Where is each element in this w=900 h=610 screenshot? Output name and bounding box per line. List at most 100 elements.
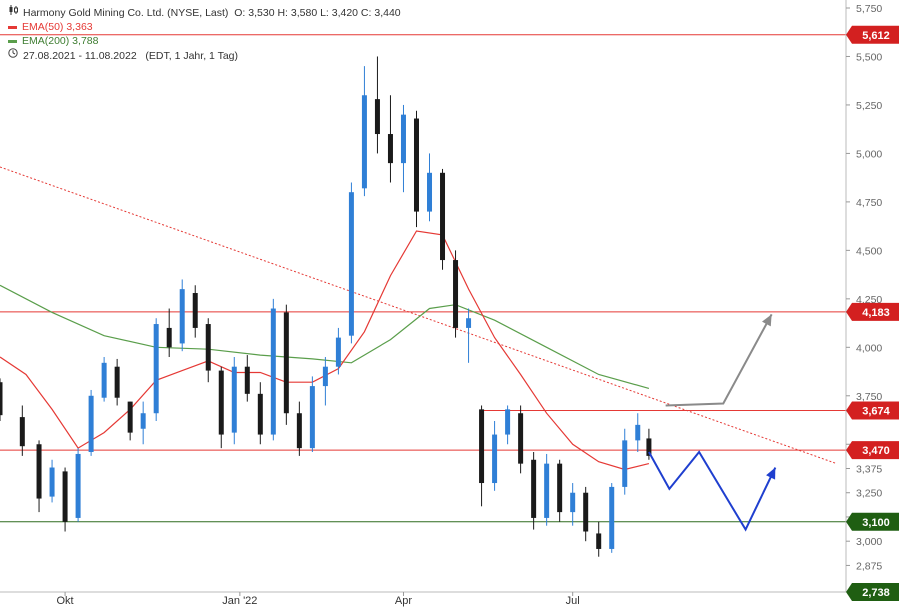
candle-body: [413, 118, 419, 212]
candle-body: [257, 393, 263, 435]
candle-body: [374, 99, 380, 135]
scenario-up-arrow-head: [761, 314, 772, 327]
candle-body: [557, 463, 563, 513]
chart-legend: Harmony Gold Mining Co. Ltd. (NYSE, Last…: [8, 5, 401, 63]
candle-body: [140, 413, 146, 429]
legend-ema200-row[interactable]: EMA(200) 3,788: [8, 34, 401, 48]
candle-body: [387, 134, 393, 164]
x-tick-label: Apr: [395, 595, 412, 607]
candle-body: [596, 533, 602, 549]
price-tag-box: [846, 302, 899, 321]
candlestick-icon: [8, 5, 18, 20]
candle-body: [583, 492, 589, 532]
price-tag: 3,470: [846, 441, 899, 460]
price-axis: 2,8753,0003,1253,2503,3753,5003,7504,000…: [845, 0, 899, 601]
candle-body: [361, 95, 367, 189]
price-tag-label: 4,183: [862, 307, 890, 319]
y-tick-label: 4,000: [856, 342, 882, 354]
x-tick-label: Okt: [57, 595, 74, 607]
candle-body: [453, 260, 459, 328]
candle-body: [218, 370, 224, 435]
ema200-label: EMA(200) 3,788: [22, 35, 99, 47]
clock-icon: [8, 48, 18, 63]
candle-body: [400, 114, 406, 164]
candle-body: [153, 324, 159, 414]
candle-body: [492, 434, 498, 484]
price-tag: 4,183: [846, 302, 899, 321]
y-tick-label: 3,750: [856, 391, 882, 403]
legend-instrument-row: Harmony Gold Mining Co. Ltd. (NYSE, Last…: [8, 5, 401, 20]
y-tick-label: 5,250: [856, 100, 882, 112]
price-tag-box: [846, 512, 899, 531]
price-tag-label: 3,674: [862, 406, 890, 418]
scenario-up-arrow: [665, 313, 773, 407]
candle-body: [544, 463, 550, 518]
legend-period-row: 27.08.2021 - 11.08.2022 (EDT, 1 Jahr, 1 …: [8, 48, 401, 63]
ema200-swatch: [8, 39, 17, 43]
candle-body: [622, 440, 628, 487]
candle-body: [62, 471, 68, 522]
candle-body: [205, 324, 211, 371]
y-tick-label: 4,750: [856, 197, 882, 209]
candle-body: [127, 401, 133, 433]
candle-body: [479, 409, 485, 484]
period-info: (EDT, 1 Jahr, 1 Tag): [145, 49, 239, 62]
candle-body: [335, 337, 341, 367]
ema-layer: [0, 230, 650, 471]
candle-body: [179, 289, 185, 344]
price-tag-label: 5,612: [862, 30, 890, 42]
y-tick-label: 2,875: [856, 560, 882, 572]
ema200-line: [0, 284, 650, 389]
candle-body: [348, 192, 354, 336]
scenario-layer: [648, 313, 777, 532]
candle-body: [609, 486, 615, 549]
period-range: 27.08.2021 - 11.08.2022: [23, 49, 137, 62]
candle-body: [270, 308, 276, 435]
y-tick-label: 3,000: [856, 536, 882, 548]
ema50-swatch: [8, 25, 17, 29]
y-tick-label: 5,750: [856, 3, 882, 15]
y-tick-label: 5,000: [856, 148, 882, 160]
price-tag-box: [846, 25, 899, 44]
candle-body: [505, 409, 511, 435]
candle-body: [49, 467, 55, 497]
level-lines-layer: [0, 34, 846, 523]
candle-body: [531, 459, 537, 518]
candle-body: [75, 453, 81, 518]
candle-body: [166, 327, 172, 348]
candle-body: [192, 293, 198, 328]
price-tag-box: [846, 583, 899, 601]
candle-body: [322, 366, 328, 387]
price-tag-label: 3,470: [862, 445, 890, 457]
price-tag-box: [846, 401, 899, 420]
y-tick-label: 5,500: [856, 51, 882, 63]
price-tag-label: 3,100: [862, 517, 890, 529]
ohlc-values: O: 3,530 H: 3,580 L: 3,420 C: 3,440: [234, 6, 401, 19]
candle-body: [570, 492, 576, 513]
scenario-alt-arrow-head: [766, 467, 776, 480]
x-tick-label: Jul: [566, 595, 580, 607]
price-tag: 2,738: [846, 583, 899, 601]
candle-body: [0, 382, 3, 416]
y-tick-label: 3,250: [856, 488, 882, 500]
candle-body: [427, 172, 433, 212]
candle-body: [88, 395, 94, 453]
candles-layer: [0, 56, 652, 557]
candle-body: [635, 424, 641, 441]
y-tick-label: 3,375: [856, 463, 882, 475]
y-tick-label: 4,500: [856, 245, 882, 257]
candle-body: [36, 444, 42, 499]
candle-body: [646, 438, 652, 456]
scenario-alt-arrow: [648, 450, 777, 532]
candle-body: [518, 413, 524, 464]
ema50-label: EMA(50) 3,363: [22, 21, 93, 33]
x-tick-label: Jan '22: [222, 595, 257, 607]
candle-body: [101, 362, 107, 398]
candle-body: [309, 386, 315, 449]
candle-body: [244, 366, 250, 394]
time-axis: Okt Jan '22 Apr Jul: [0, 591, 846, 607]
candle-body: [114, 366, 120, 398]
legend-ema50-row[interactable]: EMA(50) 3,363: [8, 20, 401, 34]
price-tag-box: [846, 441, 899, 460]
